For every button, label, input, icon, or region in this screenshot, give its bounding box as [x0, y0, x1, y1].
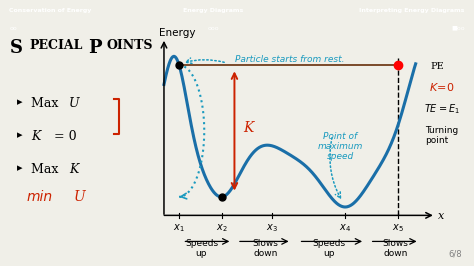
Text: Point of
maximum
speed: Point of maximum speed — [318, 132, 363, 161]
Text: $x_2$: $x_2$ — [216, 222, 228, 234]
Text: = 0: = 0 — [50, 130, 76, 143]
Text: Speeds
up: Speeds up — [185, 239, 218, 259]
Text: x: x — [438, 211, 445, 221]
Text: Slows
down: Slows down — [383, 239, 409, 259]
Text: $x_5$: $x_5$ — [392, 222, 404, 234]
Text: 6/8: 6/8 — [448, 250, 462, 259]
Text: Particle starts from rest.: Particle starts from rest. — [235, 55, 345, 64]
Text: PECIAL: PECIAL — [30, 39, 83, 52]
Text: K: K — [243, 121, 254, 135]
Text: S: S — [9, 39, 22, 57]
Text: $x_3$: $x_3$ — [266, 222, 278, 234]
Text: $K\!=\!0$: $K\!=\!0$ — [429, 81, 455, 93]
Text: U: U — [69, 97, 79, 110]
Text: P: P — [88, 39, 101, 57]
Text: $x_4$: $x_4$ — [339, 222, 351, 234]
Text: Interpreting Energy Diagrams: Interpreting Energy Diagrams — [359, 8, 465, 13]
Text: Conservation of Energy: Conservation of Energy — [9, 8, 92, 13]
Text: min: min — [26, 190, 52, 204]
Text: ▸: ▸ — [17, 130, 22, 140]
Text: Max: Max — [31, 163, 62, 176]
Text: ▸: ▸ — [17, 97, 22, 107]
Text: Max: Max — [31, 97, 62, 110]
Text: Energy: Energy — [159, 28, 195, 38]
Text: Slows
down: Slows down — [253, 239, 278, 259]
Text: K: K — [31, 130, 40, 143]
Text: PE: PE — [430, 62, 444, 71]
Text: Energy Diagrams: Energy Diagrams — [183, 8, 244, 13]
Text: Speeds
up: Speeds up — [313, 239, 346, 259]
Text: oo: oo — [9, 26, 17, 31]
Text: K: K — [69, 163, 78, 176]
Text: Turning
point: Turning point — [425, 126, 458, 145]
Text: $TE = E_1$: $TE = E_1$ — [424, 102, 460, 116]
Text: $x_1$: $x_1$ — [173, 222, 185, 234]
Text: ooo: ooo — [208, 26, 219, 31]
Text: ■oo: ■oo — [451, 26, 465, 31]
Text: U: U — [73, 190, 85, 204]
Text: OINTS: OINTS — [107, 39, 153, 52]
Text: ▸: ▸ — [17, 163, 22, 173]
